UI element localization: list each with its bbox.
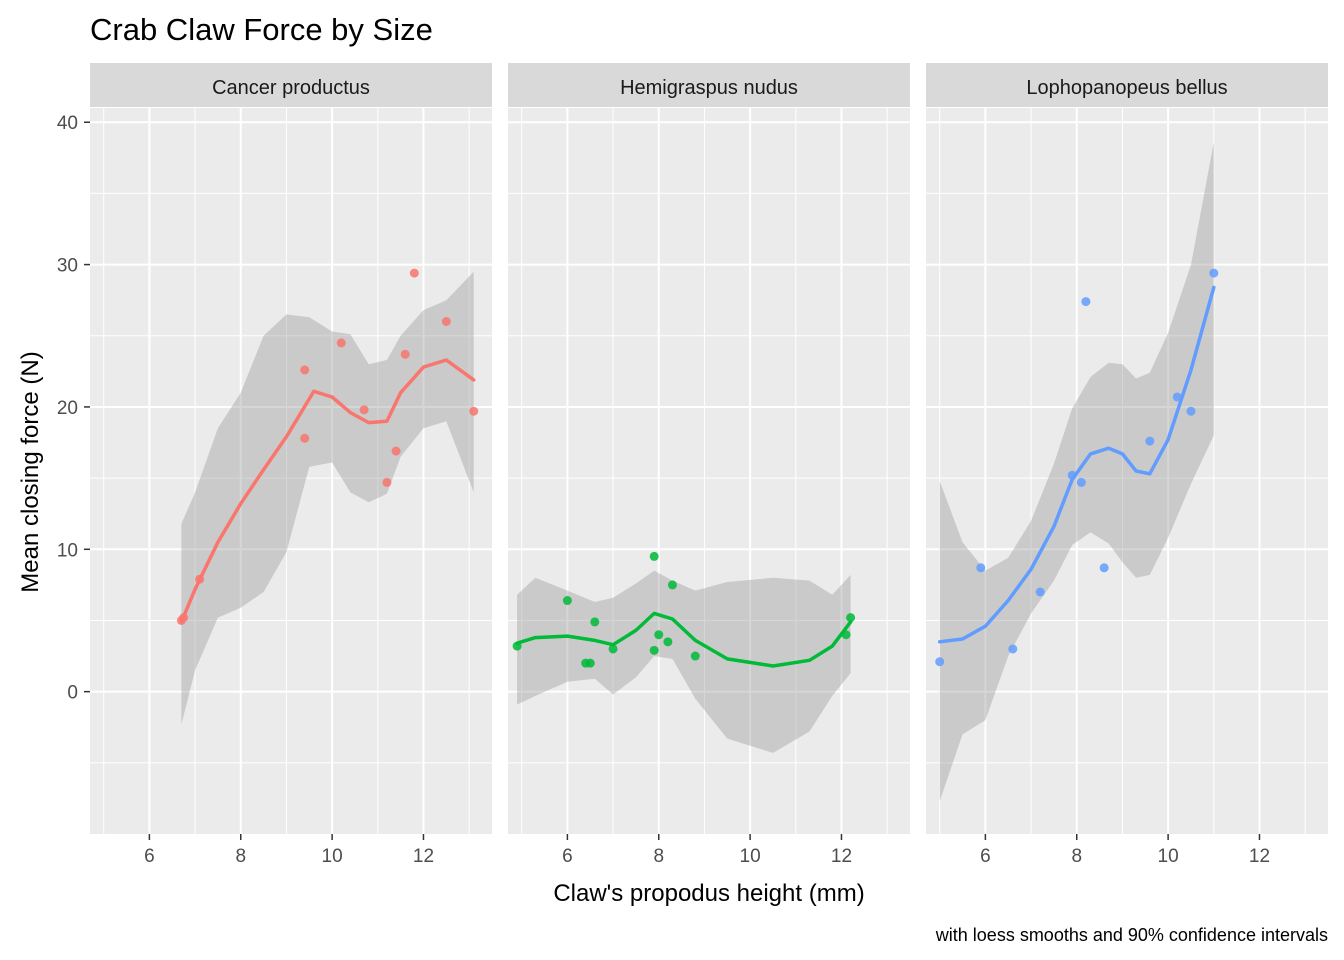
data-point [1081,297,1091,307]
data-point [976,563,986,573]
y-tick-label: 10 [57,540,78,561]
loess-smooth-line [179,358,476,624]
data-point [562,596,572,606]
data-point [690,651,700,661]
data-point [400,349,410,359]
facet-strip [90,63,492,107]
data-point [1209,268,1219,278]
data-point [654,630,664,640]
data-point [935,657,945,667]
data-point [300,433,310,443]
data-point [391,446,401,456]
data-point [1172,392,1182,402]
data-point [667,580,677,590]
y-tick-label: 0 [67,683,78,704]
facet-hemigraspus-nudus: Hemigraspus nudus 6 8 10 12 [508,63,910,867]
facet-strip-label: Cancer productus [212,77,370,99]
confidence-band [181,271,474,725]
x-tick-label: 8 [235,846,246,867]
data-point [608,644,618,654]
x-tick-label: 6 [980,846,991,867]
loess-smooth-line [515,611,853,668]
data-point [441,317,451,327]
y-tick-label: 30 [57,256,78,277]
facet-strip-label: Hemigraspus nudus [620,77,798,99]
x-axis-label: Claw's propodus height (mm) [553,880,864,907]
data-point [590,617,600,627]
facet-strip [508,63,910,107]
data-point [1076,477,1086,487]
data-point [336,338,346,348]
y-axis-label: Mean closing force (N) [17,351,44,592]
data-point [663,637,673,647]
panel-background [90,108,492,834]
facet-lophopanopeus-bellus: Lophopanopeus bellus 6 8 10 12 [926,63,1328,867]
data-point [649,551,659,561]
panel-background [508,108,910,834]
x-tick-label: 10 [1158,846,1179,867]
x-tick-label: 12 [413,846,434,867]
x-tick-label: 12 [831,846,852,867]
data-point [409,268,419,278]
data-point [585,658,595,668]
data-point [649,645,659,655]
data-point [1035,587,1045,597]
x-tick-label: 6 [144,846,155,867]
data-point [846,613,856,623]
facet-cancer-productus: Cancer productus 6 8 10 12 [90,63,492,867]
data-point [1186,406,1196,416]
chart-title: Crab Claw Force by Size [90,12,433,47]
x-tick-label: 8 [1071,846,1082,867]
data-point [382,477,392,487]
x-tick-label: 12 [1249,846,1270,867]
data-point [300,365,310,375]
data-point [1145,436,1155,446]
y-tick-label: 40 [57,113,78,134]
data-point [359,405,369,415]
data-point [1099,563,1109,573]
x-tick-label: 10 [740,846,761,867]
x-tick-label: 10 [322,846,343,867]
loess-smooth-line [937,285,1216,644]
data-point [469,406,479,416]
chart-caption: with loess smooths and 90% confidence in… [935,925,1328,945]
confidence-band [517,570,851,753]
panel-background [926,108,1328,834]
x-tick-label: 6 [562,846,573,867]
facet-panels: Cancer productus 6 8 10 12 Hemigraspus nudus 6… [57,63,1328,867]
facet-strip [926,63,1328,107]
facet-strip-label: Lophopanopeus bellus [1026,77,1227,99]
x-tick-label: 8 [653,846,664,867]
data-point [1008,644,1018,654]
y-tick-label: 20 [57,398,78,419]
